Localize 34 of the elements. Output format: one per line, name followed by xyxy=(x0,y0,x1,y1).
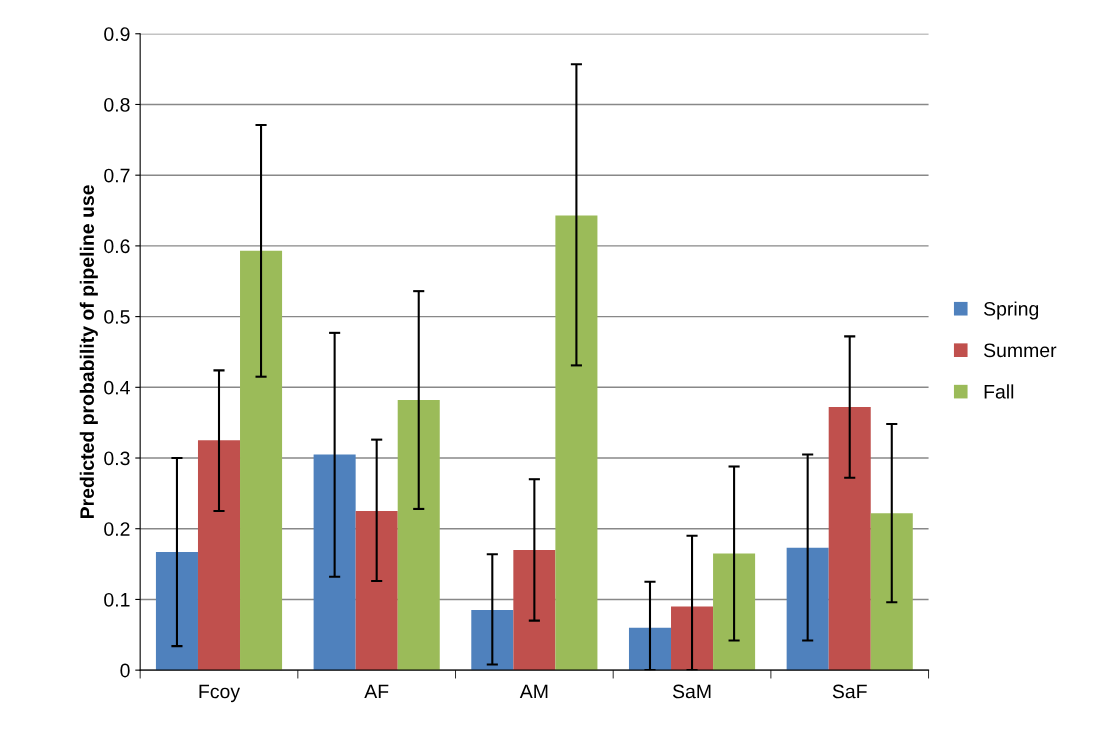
y-axis-title: Predicted probability of pipeline use xyxy=(79,185,98,519)
bar xyxy=(313,454,356,671)
bar xyxy=(471,610,514,671)
bar xyxy=(355,511,398,671)
y-tick-label: 0.4 xyxy=(104,380,130,395)
bar xyxy=(555,215,598,671)
y-tick-label: 0.5 xyxy=(104,310,130,324)
bar xyxy=(197,440,241,671)
bar xyxy=(786,547,829,671)
y-tick-label: 0.7 xyxy=(104,168,130,183)
x-tick-label: AM xyxy=(519,684,548,699)
y-tick-label: 0.6 xyxy=(104,239,130,254)
y-tick-label: 0.9 xyxy=(104,27,130,41)
bar xyxy=(397,400,440,671)
x-tick-label: SaM xyxy=(672,684,711,699)
bar xyxy=(870,513,913,671)
y-tick-label: 0 xyxy=(120,663,130,678)
x-tick-label: SaF xyxy=(832,684,867,699)
bar xyxy=(513,549,556,671)
bar xyxy=(628,627,672,671)
bar xyxy=(671,606,714,671)
bar xyxy=(240,250,283,671)
y-tick-label: 0.8 xyxy=(104,97,130,112)
legend-label: Spring xyxy=(983,301,1039,320)
bar xyxy=(828,407,871,671)
legend-label: Summer xyxy=(983,343,1057,358)
bar xyxy=(155,552,198,671)
x-tick-label: Fcoy xyxy=(199,684,241,703)
y-tick-label: 0.2 xyxy=(104,522,130,536)
bar xyxy=(713,553,756,671)
legend-label: Fall xyxy=(984,384,1014,399)
y-tick-label: 0.1 xyxy=(104,592,130,607)
y-tick-label: 0.3 xyxy=(104,451,130,466)
x-tick-label: AF xyxy=(364,684,389,699)
